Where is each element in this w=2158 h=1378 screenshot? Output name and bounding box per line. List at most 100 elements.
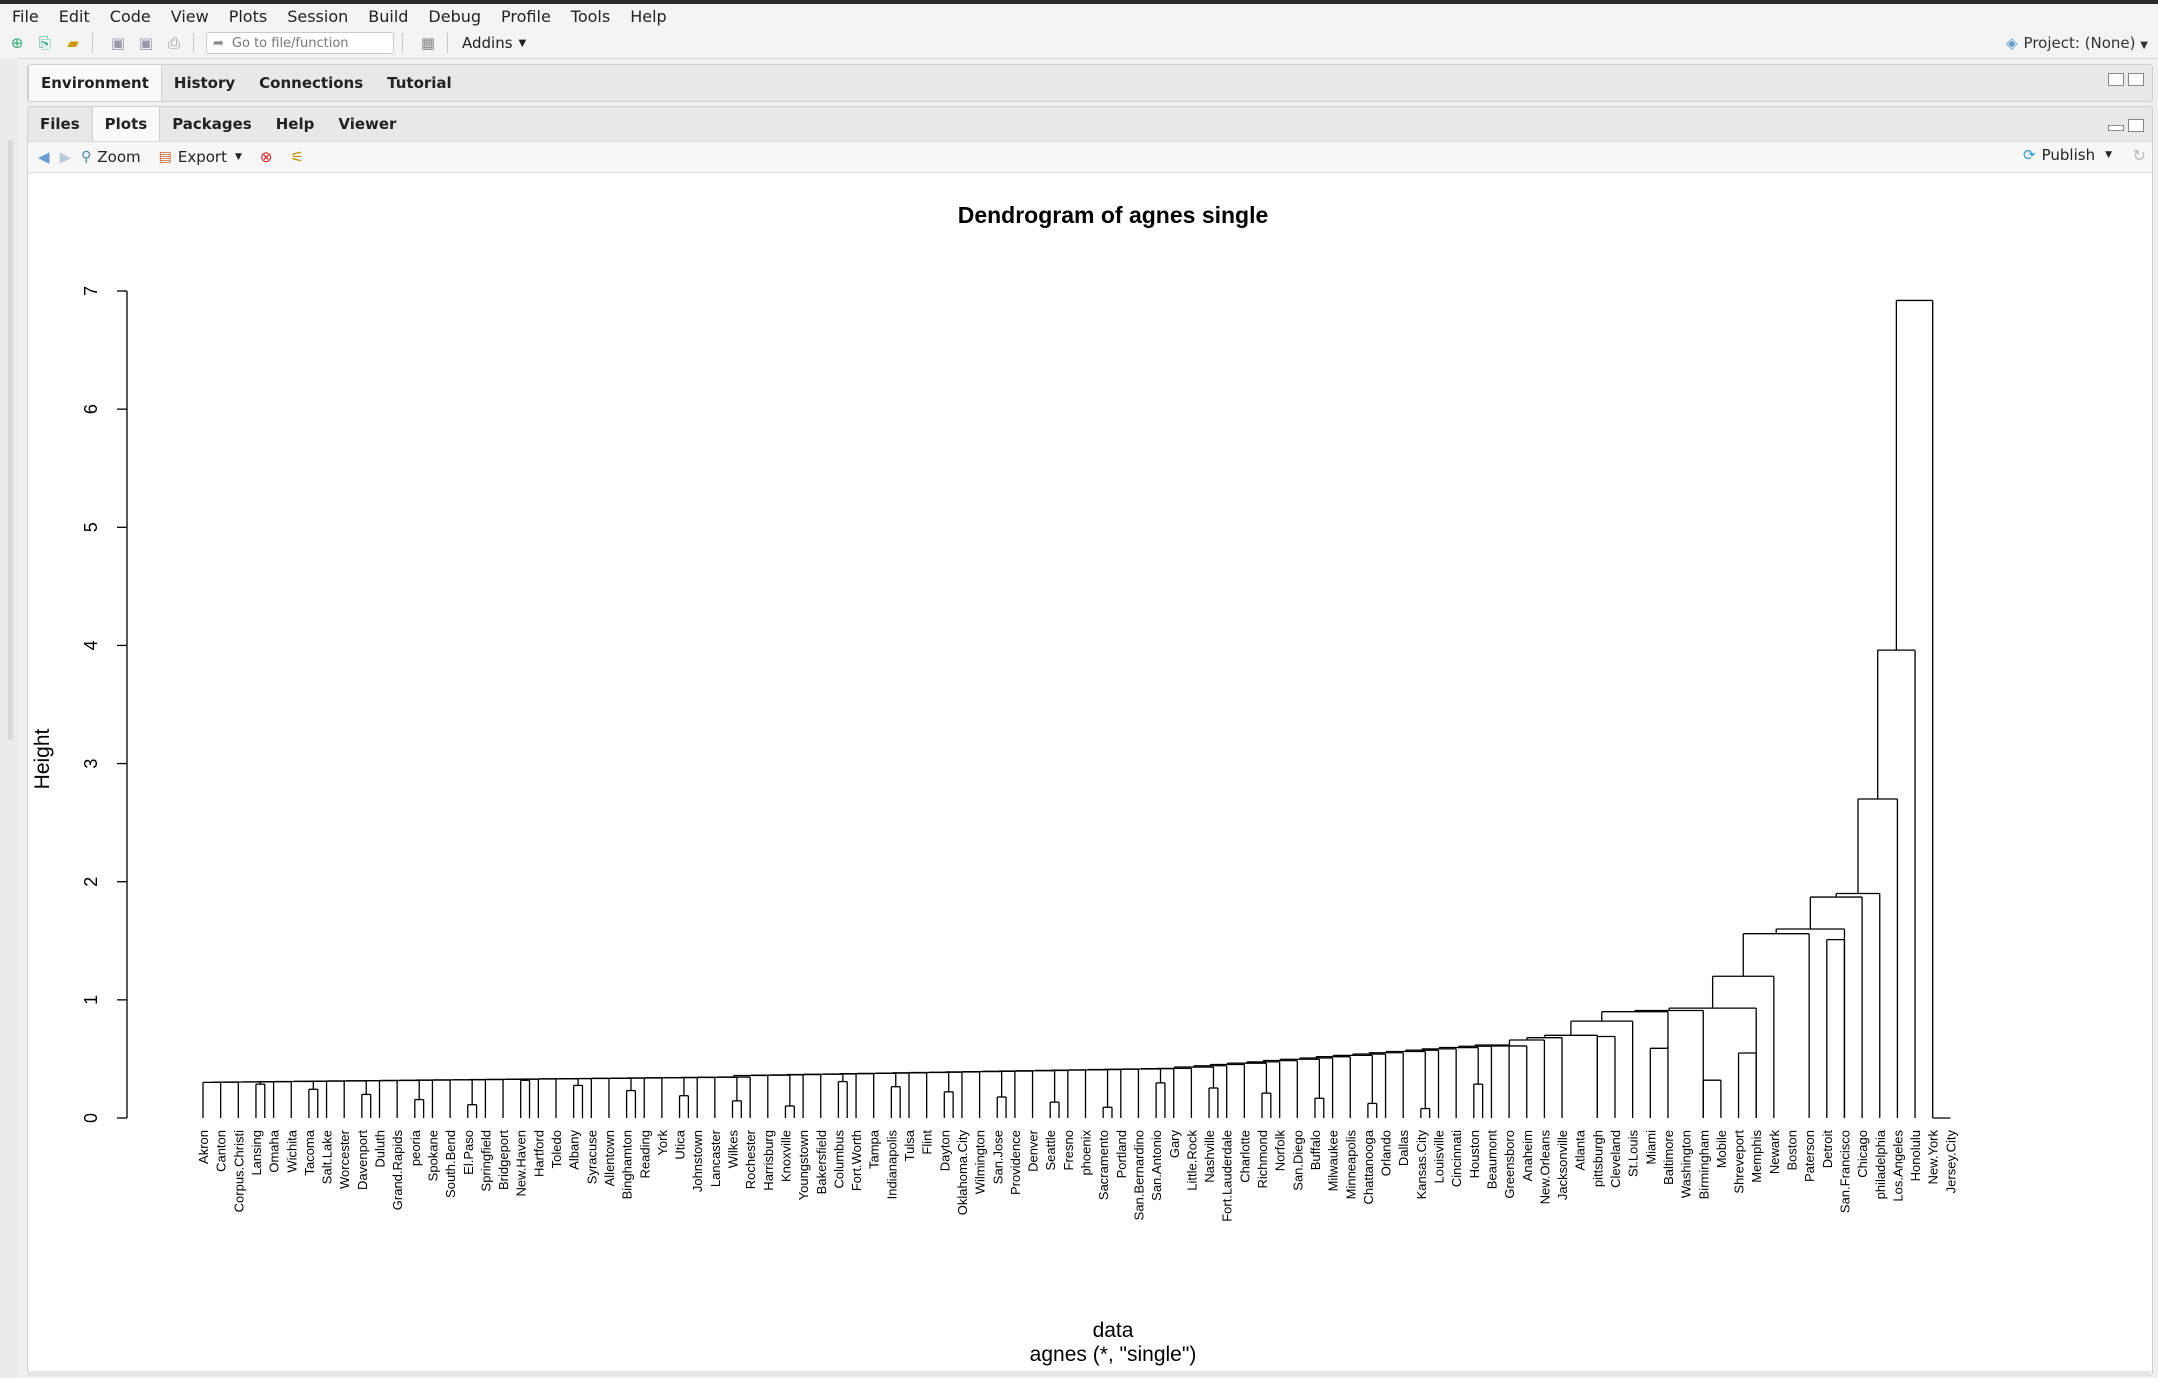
menu-session[interactable]: Session [287, 6, 349, 26]
horizontal-scrollbar[interactable] [27, 1371, 2151, 1376]
export-label: Export [177, 148, 227, 166]
leaf-label: Shreveport [1732, 1130, 1747, 1194]
leaf-label: Dallas [1396, 1130, 1411, 1167]
y-tick-label: 6 [81, 404, 101, 414]
open-file-icon[interactable]: ▰ [67, 34, 79, 52]
leaf-label: Davenport [355, 1130, 370, 1190]
menu-edit[interactable]: Edit [58, 6, 90, 26]
leaf-label: Akron [196, 1130, 211, 1164]
maximize-pane-icon[interactable] [2128, 73, 2144, 86]
toolbar-separator [402, 33, 403, 53]
leaf-label: Atlanta [1573, 1129, 1588, 1170]
leaf-label: Spokane [425, 1130, 440, 1181]
menu-help[interactable]: Help [630, 6, 667, 26]
project-menu[interactable]: ◈ Project: (None) ▼ [2006, 34, 2148, 52]
leaf-label: Tampa [867, 1129, 882, 1169]
environment-pane: Environment History Connections Tutorial [27, 64, 2153, 102]
leaf-label: Fresno [1061, 1130, 1076, 1170]
leaf-label: Anaheim [1520, 1130, 1535, 1181]
tab-environment[interactable]: Environment [28, 65, 162, 101]
tab-help[interactable]: Help [275, 115, 315, 133]
leaf-label: Mobile [1714, 1130, 1729, 1168]
chart-title: Dendrogram of agnes single [958, 202, 1269, 228]
leaf-label: Denver [1026, 1129, 1041, 1172]
leaf-label: Buffalo [1308, 1130, 1323, 1170]
toolbar-separator [193, 33, 194, 53]
collapsed-pane-bar[interactable] [8, 140, 13, 740]
tab-history[interactable]: History [173, 74, 236, 92]
leaf-label: Beaumont [1484, 1130, 1499, 1190]
menu-build[interactable]: Build [368, 6, 409, 26]
leaf-label: philadelphia [1873, 1129, 1888, 1199]
leaf-label: San.Francisco [1837, 1130, 1852, 1213]
leaf-label: San.Antonio [1149, 1130, 1164, 1201]
print-icon[interactable]: ⎙ [167, 34, 180, 52]
leaf-label: Fort.Lauderdale [1220, 1130, 1235, 1222]
restore-pane-icon[interactable] [2128, 119, 2144, 132]
tab-plots[interactable]: Plots [91, 107, 161, 141]
tab-tutorial[interactable]: Tutorial [387, 74, 452, 92]
plots-pane: Files Plots Packages Help Viewer ◀ ▶ ⚲ Zo… [27, 106, 2153, 1376]
dendrogram-branches [202, 299, 1951, 1119]
leaf-label: pittsburgh [1590, 1130, 1605, 1187]
menu-view[interactable]: View [170, 6, 209, 26]
leaf-label: Miami [1643, 1130, 1658, 1165]
clear-plots-broom-icon[interactable]: ⚟ [290, 148, 304, 166]
leaf-label: Washington [1679, 1130, 1694, 1198]
dendrogram-plot: Dendrogram of agnes single Height data a… [31, 202, 1958, 1366]
zoom-label: Zoom [97, 148, 141, 166]
save-icon[interactable]: ▣ [110, 34, 126, 52]
forward-arrow-icon[interactable]: ▶ [59, 148, 72, 166]
leaf-label: Los.Angeles [1890, 1130, 1905, 1202]
tab-packages[interactable]: Packages [172, 115, 252, 133]
addins-menu[interactable]: Addins [462, 34, 513, 52]
window-top-edge [0, 0, 2158, 4]
publish-label: Publish [2041, 146, 2096, 164]
toolbar-separator [447, 33, 448, 53]
leaf-label: Dayton [937, 1130, 952, 1171]
leaf-label: Wilkes [726, 1130, 741, 1169]
back-arrow-icon[interactable]: ◀ [38, 148, 50, 166]
leaf-label: Charlotte [1237, 1130, 1252, 1183]
leaf-label: Portland [1114, 1130, 1129, 1178]
tab-viewer[interactable]: Viewer [338, 115, 397, 133]
leaf-label: Orlando [1379, 1130, 1394, 1176]
leaf-label: New.Haven [514, 1130, 529, 1196]
leaf-label: San.Jose [990, 1130, 1005, 1184]
new-file-icon[interactable]: ⊕ [10, 34, 24, 52]
menu-code[interactable]: Code [109, 6, 151, 26]
remove-plot-icon[interactable]: ⊗ [259, 148, 273, 166]
tab-connections[interactable]: Connections [259, 74, 364, 92]
leaf-label: Binghamton [620, 1130, 635, 1199]
refresh-plot-icon[interactable]: ↻ [2132, 146, 2146, 165]
menu-plots[interactable]: Plots [228, 6, 268, 26]
restore-pane-icon[interactable] [2108, 73, 2124, 86]
leaf-label: Toledo [549, 1130, 564, 1168]
x-axis-sublabel: agnes (*, "single") [1030, 1343, 1197, 1366]
menu-profile[interactable]: Profile [501, 6, 551, 26]
zoom-button[interactable]: ⚲ Zoom [81, 148, 141, 166]
pane-layout-icon[interactable]: ▦ [420, 34, 436, 52]
export-button[interactable]: ▤ Export ▼ [159, 148, 242, 166]
menu-file[interactable]: File [12, 6, 39, 26]
leaf-label: Bridgeport [496, 1130, 511, 1190]
leaf-label: Canton [214, 1130, 229, 1172]
menu-debug[interactable]: Debug [428, 6, 482, 26]
go-to-file-input[interactable]: ➦ Go to file/function [206, 32, 394, 54]
new-project-icon[interactable]: ⎘ [38, 34, 51, 52]
tab-files[interactable]: Files [40, 115, 80, 133]
leaf-label: Duluth [373, 1130, 388, 1168]
publish-button[interactable]: ⟳ Publish ▼ [2023, 146, 2112, 164]
leaf-label: Kansas.City [1414, 1130, 1429, 1200]
leaf-label: Indianapolis [884, 1130, 899, 1200]
leaf-label: Syracuse [584, 1130, 599, 1184]
menu-tools[interactable]: Tools [570, 6, 611, 26]
leaf-label: Tacoma [302, 1129, 317, 1175]
leaf-label: New.York [1926, 1130, 1941, 1185]
leaf-label: Chicago [1855, 1130, 1870, 1178]
leaf-label: Tulsa [902, 1129, 917, 1161]
minimize-pane-icon[interactable] [2108, 125, 2124, 131]
save-all-icon[interactable]: ▣ [138, 34, 154, 52]
leaf-label: Wichita [284, 1129, 299, 1172]
leaf-label: Fort.Worth [849, 1130, 864, 1191]
